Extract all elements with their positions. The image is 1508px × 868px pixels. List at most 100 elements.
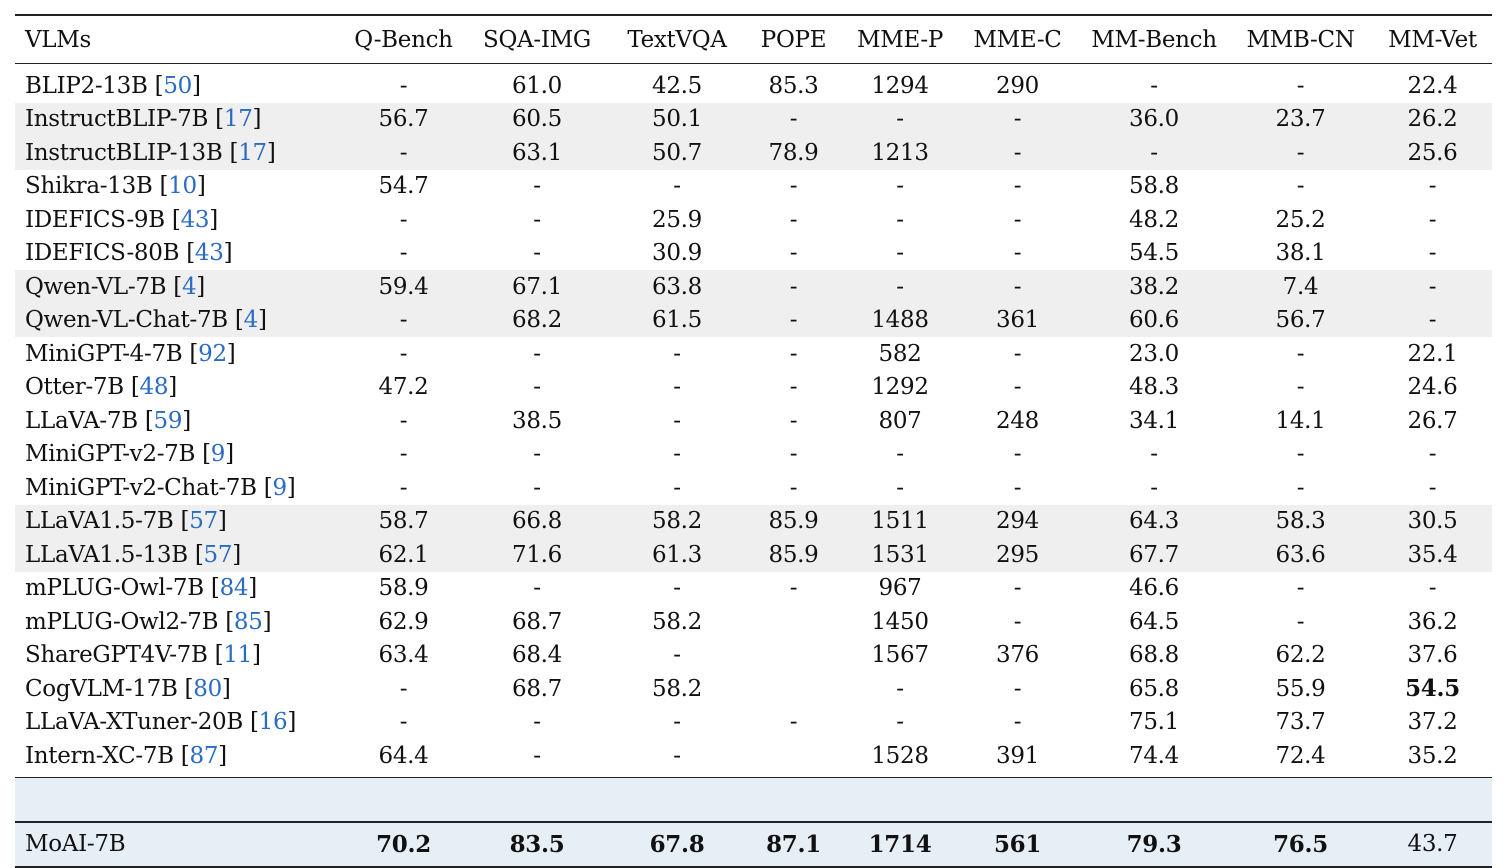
model-cell: Qwen-VL-Chat-7B [4] bbox=[15, 303, 345, 337]
citation-link[interactable]: 48 bbox=[139, 374, 169, 401]
model-name: BLIP2-13B bbox=[25, 72, 148, 99]
value-cell: 60.6 bbox=[1080, 303, 1228, 337]
value-cell: - bbox=[1080, 136, 1228, 170]
citation-link[interactable]: 9 bbox=[272, 474, 287, 501]
value-cell: - bbox=[742, 102, 845, 136]
spacer-cell bbox=[15, 776, 1492, 823]
citation-link[interactable]: 59 bbox=[153, 407, 183, 434]
value-cell: 63.4 bbox=[378, 642, 429, 669]
value-cell: - bbox=[533, 709, 541, 736]
model-cell: MiniGPT-v2-7B [9] bbox=[25, 441, 234, 468]
model-name: mPLUG-Owl-7B bbox=[25, 575, 204, 602]
value-cell: - bbox=[896, 206, 904, 233]
value-cell: 26.2 bbox=[1373, 102, 1492, 136]
citation-link[interactable]: 9 bbox=[210, 441, 226, 468]
citation-link[interactable]: 43 bbox=[180, 206, 210, 233]
value-cell: 807 bbox=[878, 407, 922, 434]
citation-link[interactable]: 10 bbox=[168, 173, 197, 200]
model-cell: LLaVA1.5-13B [57] bbox=[15, 538, 345, 572]
citation-link[interactable]: 84 bbox=[219, 575, 249, 602]
value-cell: 61.3 bbox=[612, 538, 742, 572]
value-cell: - bbox=[399, 72, 408, 99]
model-name: ShareGPT4V-7B bbox=[25, 642, 208, 669]
citation-link[interactable]: 85 bbox=[233, 608, 263, 635]
value-cell: 35.2 bbox=[1407, 742, 1458, 769]
value-cell: 1292 bbox=[871, 374, 929, 401]
value-cell: - bbox=[955, 270, 1080, 304]
value-cell: - bbox=[1296, 173, 1305, 200]
value-cell: 294 bbox=[955, 504, 1080, 538]
model-name: MiniGPT-4-7B bbox=[25, 340, 183, 367]
value-cell: 66.8 bbox=[462, 504, 612, 538]
model-name: IDEFICS-9B bbox=[25, 206, 165, 233]
table-row: mPLUG-Owl2-7B [85] 62.9 68.7 58.2 1450 - 64.5 -… bbox=[15, 605, 1492, 639]
value-cell: - bbox=[789, 206, 798, 233]
value-cell: 1294 bbox=[871, 72, 929, 99]
table-row: LLaVA1.5-7B [57] 58.7 66.8 58.2 85.9 1511 294 6… bbox=[15, 504, 1492, 538]
value-cell: - bbox=[789, 407, 798, 434]
model-cell: mPLUG-Owl2-7B [85] bbox=[25, 608, 272, 635]
model-name: IDEFICS-80B bbox=[25, 240, 180, 267]
citation-link[interactable]: 43 bbox=[194, 240, 224, 267]
value-cell bbox=[742, 739, 845, 777]
model-name: MoAI-7B bbox=[15, 821, 345, 868]
value-cell: - bbox=[789, 441, 798, 468]
value-cell: - bbox=[673, 709, 681, 736]
value-cell: - bbox=[399, 709, 408, 736]
citation-link[interactable]: 4 bbox=[243, 307, 259, 334]
value-cell: - bbox=[673, 340, 681, 367]
value-cell: 47.2 bbox=[378, 374, 429, 401]
citation-link[interactable]: 92 bbox=[198, 340, 227, 367]
model-cell: LLaVA1.5-7B [57] bbox=[15, 504, 345, 538]
table-row: InstructBLIP-13B [17] -63.1 50.7 78.9 1213- -… bbox=[15, 136, 1492, 170]
value-cell: 87.1 bbox=[742, 821, 845, 868]
model-cell: MiniGPT-v2-Chat-7B [9] bbox=[25, 474, 296, 501]
value-cell: 361 bbox=[955, 303, 1080, 337]
value-cell: - bbox=[789, 709, 798, 736]
value-cell: 1567 bbox=[871, 642, 929, 669]
value-cell: 48.3 bbox=[1128, 374, 1179, 401]
citation-link[interactable]: 80 bbox=[193, 675, 222, 702]
model-cell: CogVLM-17B [80] bbox=[25, 675, 231, 702]
value-cell: - bbox=[789, 575, 798, 602]
spacer-row bbox=[15, 776, 1492, 823]
model-name: LLaVA1.5-7B bbox=[25, 508, 174, 535]
col-header-sqa-img: SQA-IMG bbox=[462, 14, 612, 64]
value-cell: 26.7 bbox=[1407, 407, 1458, 434]
value-cell: 74.4 bbox=[1128, 742, 1179, 769]
citation-link[interactable]: 57 bbox=[189, 508, 218, 535]
table-row: Intern-XC-7B [87] 64.4 - - 1528 391 74.4 72.4 35… bbox=[15, 739, 1492, 777]
table-row: Shikra-13B [10] 54.7 - - - - - 58.8 - - bbox=[15, 170, 1492, 204]
model-name: LLaVA1.5-13B bbox=[25, 541, 188, 568]
citation-link[interactable]: 17 bbox=[223, 106, 253, 133]
citation-link[interactable]: 17 bbox=[238, 139, 267, 166]
value-cell: - bbox=[1013, 474, 1022, 501]
model-name: LLaVA-XTuner-20B bbox=[25, 709, 243, 736]
value-cell: - bbox=[533, 441, 541, 468]
citation-link[interactable]: 16 bbox=[258, 709, 288, 736]
value-cell: 30.9 bbox=[651, 240, 702, 267]
value-cell: - bbox=[955, 136, 1080, 170]
table-header: VLMs Q-Bench SQA-IMG TextVQA POPE MME-P … bbox=[15, 14, 1492, 64]
citation-link[interactable]: 50 bbox=[163, 72, 192, 99]
citation-link[interactable]: 4 bbox=[181, 273, 197, 300]
model-cell: IDEFICS-9B [43] bbox=[25, 206, 218, 233]
value-cell: 65.8 bbox=[1128, 675, 1179, 702]
value-cell: 78.9 bbox=[742, 136, 845, 170]
value-cell: 67.1 bbox=[462, 270, 612, 304]
citation-link[interactable]: 57 bbox=[203, 541, 233, 568]
citation-link[interactable]: 87 bbox=[189, 742, 219, 769]
value-cell: 62.1 bbox=[345, 538, 462, 572]
value-cell: - bbox=[742, 303, 845, 337]
value-cell: - bbox=[845, 270, 955, 304]
citation-link[interactable]: 11 bbox=[223, 642, 252, 669]
results-table-container: VLMs Q-Bench SQA-IMG TextVQA POPE MME-P … bbox=[15, 14, 1492, 868]
value-cell: - bbox=[399, 441, 408, 468]
col-header-mm-vet: MM-Vet bbox=[1373, 14, 1492, 64]
model-cell: BLIP2-13B [50] bbox=[25, 72, 201, 99]
value-cell: 62.2 bbox=[1275, 642, 1326, 669]
value-cell: - bbox=[1428, 173, 1437, 200]
value-cell: 23.7 bbox=[1228, 102, 1373, 136]
value-cell: - bbox=[1296, 608, 1305, 635]
value-cell: - bbox=[533, 374, 541, 401]
